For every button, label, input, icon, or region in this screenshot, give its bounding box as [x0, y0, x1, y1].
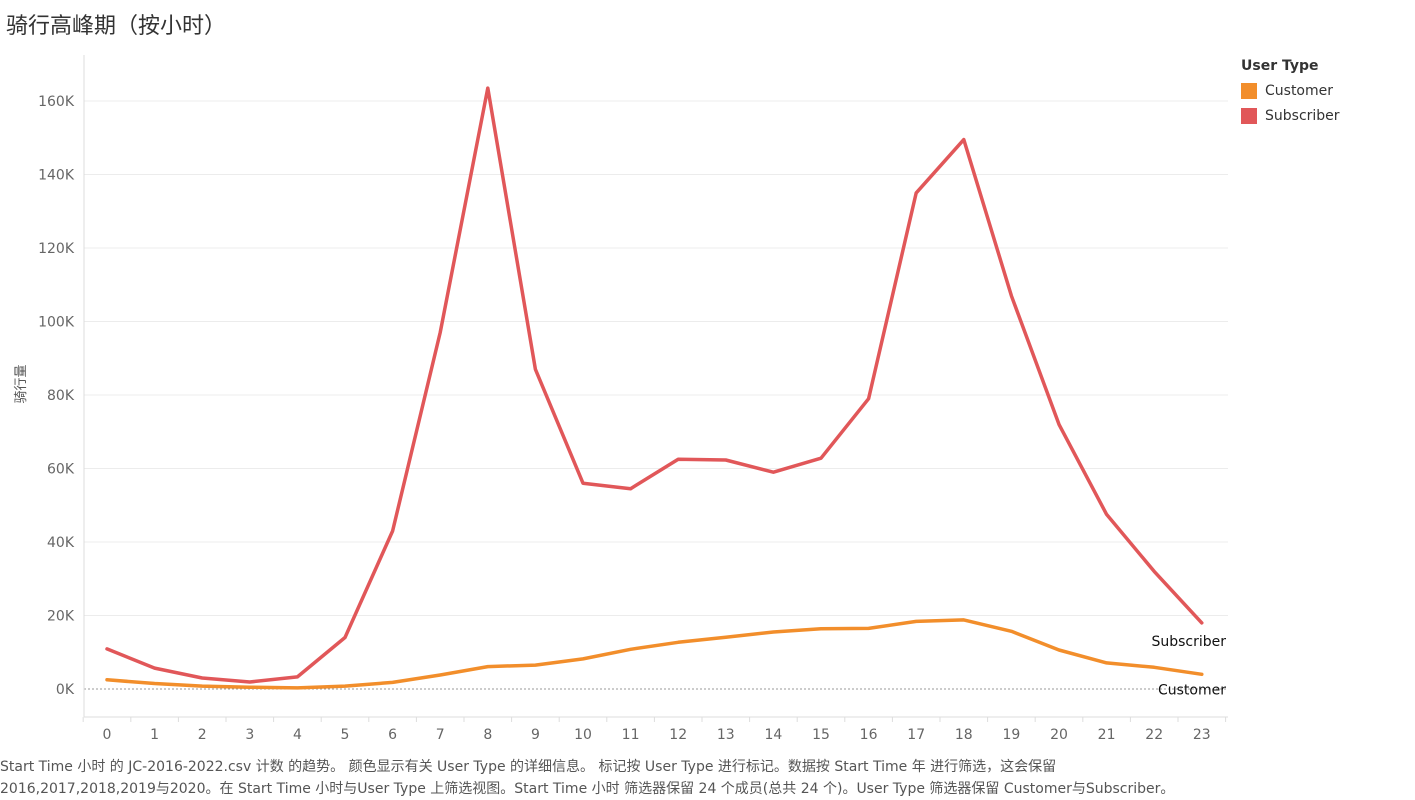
x-tick-label-17: 17: [907, 727, 925, 743]
y-tick-label-0: 0K: [56, 682, 75, 698]
series-line-customer: [105, 618, 1204, 690]
x-tick-label-5: 5: [341, 727, 350, 743]
series-lines: [105, 86, 1204, 690]
x-tick-label-23: 23: [1193, 727, 1211, 743]
x-tick-label-9: 9: [531, 727, 540, 743]
series-line-subscriber: [105, 86, 1204, 684]
y-tick-label-160000: 160K: [38, 94, 75, 110]
end-label-subscriber: Subscriber: [1151, 634, 1226, 650]
legend-label-subscriber: Subscriber: [1265, 107, 1340, 124]
x-tick-label-19: 19: [1002, 727, 1020, 743]
series-end-labels: Customer Subscriber: [1151, 634, 1226, 698]
x-tick-label-8: 8: [483, 727, 492, 743]
y-tick-label-140000: 140K: [38, 168, 75, 184]
y-tick-label-60000: 60K: [47, 462, 75, 478]
caption-line-2: 2016,2017,2018,2019与2020。在 Start Time 小时…: [0, 781, 1175, 797]
x-tick-label-11: 11: [622, 727, 640, 743]
y-tick-label-120000: 120K: [38, 241, 75, 257]
x-tick-label-4: 4: [293, 727, 302, 743]
x-tick-label-10: 10: [574, 727, 592, 743]
x-tick-label-16: 16: [860, 727, 878, 743]
x-tick-label-3: 3: [245, 727, 254, 743]
x-tick-label-7: 7: [436, 727, 445, 743]
x-tick-label-14: 14: [764, 727, 782, 743]
grid-lines: [84, 100, 1228, 690]
y-tick-label-40000: 40K: [47, 535, 75, 551]
x-tick-label-20: 20: [1050, 727, 1068, 743]
legend-item-customer[interactable]: Customer: [1241, 78, 1340, 103]
legend-swatch-subscriber: [1241, 107, 1257, 124]
x-tick-label-12: 12: [669, 727, 687, 743]
y-axis-title: 骑行量: [14, 364, 29, 403]
legend: User Type Customer Subscriber: [1241, 58, 1340, 128]
legend-label-customer: Customer: [1265, 82, 1334, 99]
x-tick-label-0: 0: [103, 727, 112, 743]
caption-line-1: Start Time 小时 的 JC-2016-2022.csv 计数 的趋势。…: [0, 759, 1057, 775]
y-tick-label-100000: 100K: [38, 315, 75, 331]
x-tick-label-2: 2: [198, 727, 207, 743]
x-tick-label-13: 13: [717, 727, 735, 743]
x-tick-label-21: 21: [1098, 727, 1116, 743]
y-tick-label-80000: 80K: [47, 388, 75, 404]
x-tick-label-15: 15: [812, 727, 830, 743]
legend-title: User Type: [1241, 58, 1319, 74]
x-tick-label-22: 22: [1145, 727, 1163, 743]
x-tick-label-1: 1: [150, 727, 159, 743]
legend-swatch-customer: [1241, 82, 1257, 99]
y-tick-label-20000: 20K: [47, 609, 75, 625]
chart-title: 骑行高峰期（按小时）: [6, 14, 227, 39]
x-tick-label-18: 18: [955, 727, 973, 743]
legend-item-subscriber[interactable]: Subscriber: [1241, 103, 1340, 128]
end-label-customer: Customer: [1158, 682, 1226, 698]
chart-caption: Start Time 小时 的 JC-2016-2022.csv 计数 的趋势。…: [0, 756, 1410, 800]
x-tick-label-6: 6: [388, 727, 397, 743]
